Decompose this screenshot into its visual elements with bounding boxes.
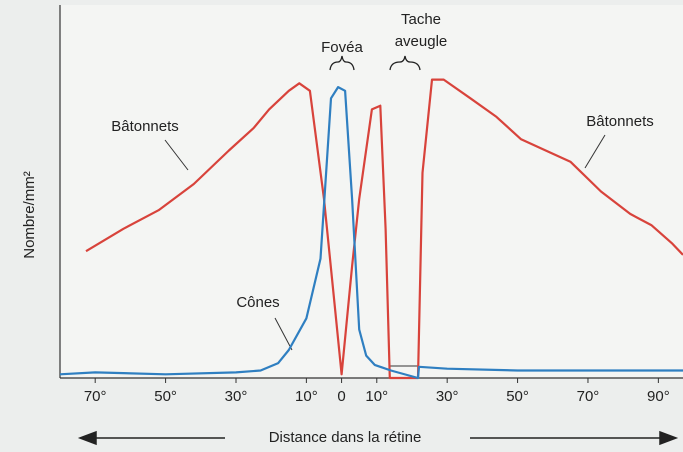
direction-arrows — [77, 430, 679, 446]
x-tick-label: 90° — [647, 388, 670, 405]
plot-area — [60, 5, 683, 378]
x-tick-label: 0 — [337, 388, 345, 405]
x-tick-label: 50° — [506, 388, 529, 405]
label-pointer — [584, 134, 606, 169]
blind-spot-brace — [389, 55, 421, 71]
x-tick-label: 70° — [84, 388, 107, 405]
x-axis-label: Distance dans la rétine — [269, 429, 422, 446]
fovea-label: Fovéa — [321, 39, 363, 56]
x-tick-label: 70° — [577, 388, 600, 405]
x-tick-label: 50° — [154, 388, 177, 405]
blind-spot-label: aveugle — [395, 33, 448, 50]
series-label: Bâtonnets — [586, 113, 654, 130]
series-line — [59, 86, 683, 380]
series-line — [85, 78, 683, 380]
x-tick-label: 10° — [295, 388, 318, 405]
label-pointer — [164, 139, 189, 171]
fovea-brace — [329, 55, 355, 71]
x-tick-label: 30° — [436, 388, 459, 405]
x-tick-label: 30° — [225, 388, 248, 405]
x-tick-label: 10° — [365, 388, 388, 405]
series-label: Bâtonnets — [111, 118, 179, 135]
blind-spot-label: Tache — [401, 11, 441, 28]
y-axis-label: Nombre/mm² — [21, 171, 38, 259]
series-label: Cônes — [236, 294, 279, 311]
label-pointer — [274, 317, 293, 351]
